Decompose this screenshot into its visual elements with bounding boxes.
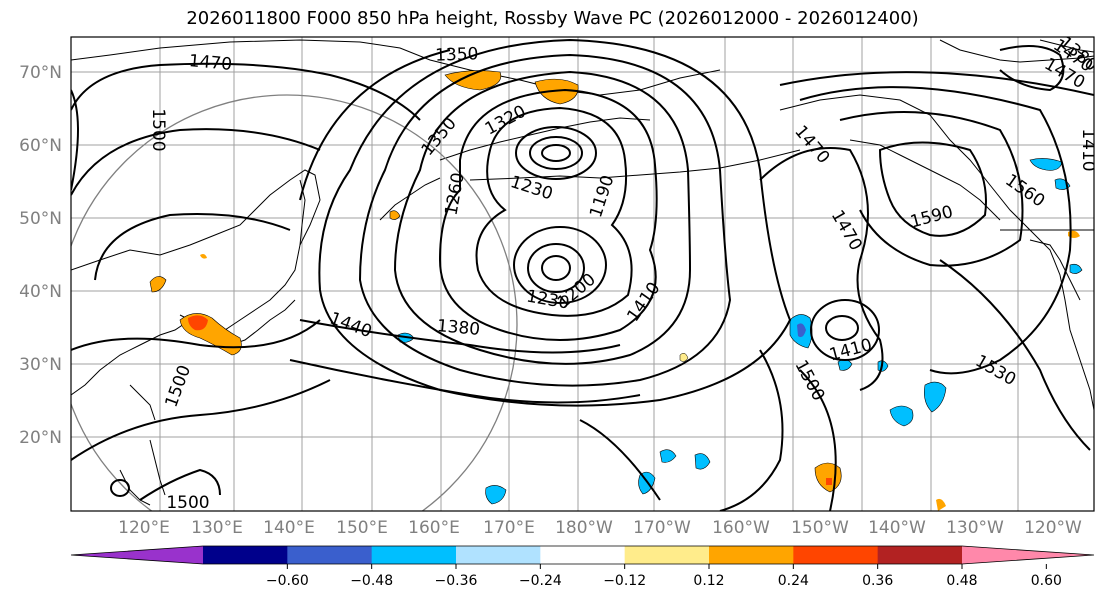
- colorbar-extend-low: [71, 546, 203, 564]
- colorbar-tick-label: −0.24: [519, 573, 562, 589]
- colorbar-segment: [877, 546, 963, 564]
- lat-label: 60°N: [19, 136, 62, 156]
- lon-label: 160°E: [408, 518, 460, 538]
- colorbar-outline: [70, 545, 1095, 565]
- colorbar-tick-label: 0.60: [1031, 573, 1062, 589]
- contour-label: 1500: [148, 108, 168, 151]
- colorbar-tick-label: −0.48: [350, 573, 393, 589]
- contour-label: 1500: [166, 493, 209, 513]
- latitude-labels: 70°N 60°N 50°N 40°N 30°N 20°N: [19, 63, 62, 448]
- contour-label: 1470: [188, 51, 233, 75]
- map-title: 2026011800 F000 850 hPa height, Rossby W…: [186, 8, 919, 29]
- lon-label: 180°W: [555, 518, 613, 538]
- colorbar-segment: [203, 546, 288, 564]
- reference-circle: [71, 94, 518, 511]
- lat-label: 30°N: [19, 355, 62, 375]
- colorbar-segment: [624, 546, 710, 564]
- lon-label: 130°E: [191, 518, 243, 538]
- contour-label: 1380: [436, 316, 481, 340]
- lon-label: 130°W: [946, 518, 1004, 538]
- colorbar-tick-label: 0.24: [778, 573, 809, 589]
- lon-label: 170°W: [633, 518, 691, 538]
- colorbar-segment: [709, 546, 794, 564]
- coastlines: [71, 39, 1094, 506]
- lat-label: 20°N: [19, 428, 62, 448]
- lat-label: 40°N: [19, 282, 62, 302]
- colorbar-tick-label: 0.12: [693, 573, 724, 589]
- lon-label: 170°E: [483, 518, 535, 538]
- lat-label: 70°N: [19, 63, 62, 83]
- lat-label: 50°N: [19, 209, 62, 229]
- colorbar-segment: [287, 546, 373, 564]
- contour-label: 1350: [435, 44, 479, 65]
- colorbar-tick-label: 0.36: [862, 573, 893, 589]
- map-frame: [70, 36, 1095, 512]
- lon-label: 160°W: [712, 518, 770, 538]
- lon-label: 150°W: [791, 518, 849, 538]
- lon-label: 120°W: [1024, 518, 1082, 538]
- colorbar-segment: [540, 546, 626, 564]
- lon-label: 140°W: [868, 518, 926, 538]
- colorbar-tick-label: −0.60: [266, 573, 309, 589]
- colorbar-segment: [371, 546, 457, 564]
- contour-label: 1410: [1078, 128, 1098, 171]
- lon-label: 140°E: [263, 518, 315, 538]
- colorbar-extend-high: [962, 546, 1094, 564]
- lon-label: 150°E: [336, 518, 388, 538]
- lon-label: 120°E: [118, 518, 170, 538]
- colorbar-tick-label: −0.12: [603, 573, 646, 589]
- height-contours: [71, 38, 1094, 511]
- colorbar-tick-label: −0.36: [435, 573, 478, 589]
- colorbar-segment: [456, 546, 541, 564]
- colorbar-tick-label: 0.48: [946, 573, 977, 589]
- colorbar: −0.60 −0.48 −0.36 −0.24 −0.12 0.12 0.24 0.36 0.4…: [70, 545, 1095, 589]
- colorbar-segment: [793, 546, 879, 564]
- longitude-labels: 120°E 130°E 140°E 150°E 160°E 170°E 180°…: [118, 518, 1082, 538]
